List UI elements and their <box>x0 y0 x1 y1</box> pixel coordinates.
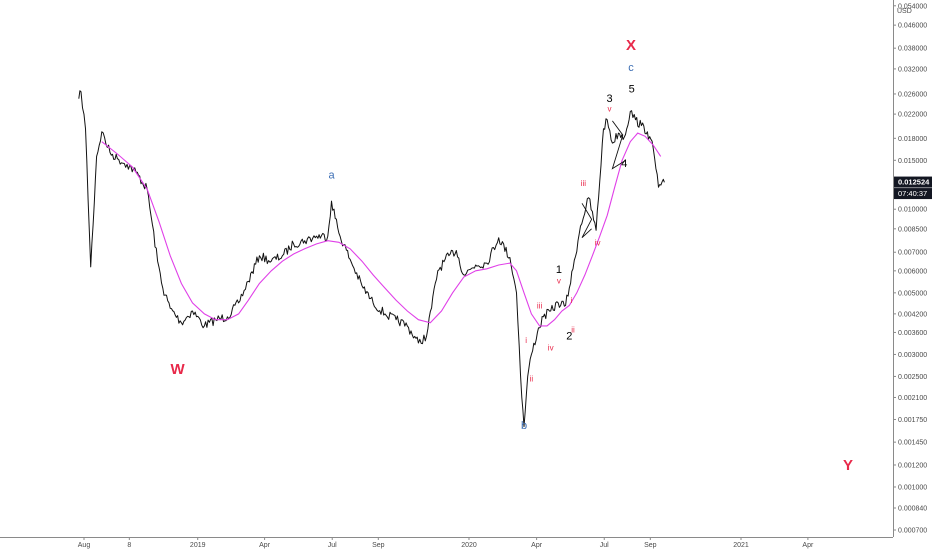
price-tick-label: 0.006000 <box>898 268 927 275</box>
wave-label: X <box>626 37 636 54</box>
price-tick-label: 0.004200 <box>898 311 927 318</box>
price-tick-label: 0.001750 <box>898 417 927 424</box>
plot-area[interactable] <box>78 90 665 428</box>
price-tick-label: 0.001200 <box>898 462 927 469</box>
price-tick-label: 0.003600 <box>898 330 927 337</box>
bar-countdown: 07:40:37 <box>898 189 927 198</box>
last-price-badge: 0.012524 <box>894 176 932 188</box>
price-axis[interactable]: 0.054000 0.046000 0.038000 0.032000 0.026000… <box>893 3 927 535</box>
wave-label: 1 <box>556 264 562 276</box>
time-tick-label: Aug <box>78 542 91 549</box>
time-tick-label: 8 <box>127 542 131 549</box>
price-tick-label: 0.003000 <box>898 352 927 359</box>
countdown-badge: 07:40:37 <box>894 188 932 200</box>
price-tick-label: 0.026000 <box>898 91 927 98</box>
last-price-value: 0.012524 <box>898 178 930 187</box>
wave-label: iv <box>548 344 554 353</box>
price-tick-label: 0.008500 <box>898 226 927 233</box>
price-tick-label: 0.015000 <box>898 158 927 165</box>
price-tick-label: 0.046000 <box>898 23 927 30</box>
pattern-overlays <box>581 120 627 239</box>
price-tick-label: 0.038000 <box>898 46 927 53</box>
wave-label: b <box>521 420 527 432</box>
wave-label: iii <box>581 179 587 188</box>
time-tick-label: Sep <box>644 542 657 549</box>
moving-average-line[interactable] <box>101 132 662 327</box>
wave-label: W <box>171 361 186 378</box>
wave-label: Y <box>843 457 853 474</box>
price-tick-label: 0.000840 <box>898 506 927 513</box>
time-tick-label: Sep <box>372 542 385 549</box>
wave-label: c <box>628 62 634 74</box>
time-tick-label: 2021 <box>733 542 749 549</box>
time-axis[interactable]: Aug 8 2019 Apr Jul Sep 2020 Apr Jul Sep 2021 Apr <box>78 537 814 549</box>
wave-label: v <box>557 277 561 286</box>
price-tick-label: 0.022000 <box>898 112 927 119</box>
price-tick-label: 0.032000 <box>898 66 927 73</box>
price-tick-label: 0.054000 <box>898 3 927 10</box>
time-tick-label: Apr <box>259 542 271 549</box>
time-tick-label: Apr <box>531 542 543 549</box>
wave-label: i <box>571 296 573 305</box>
price-tick-label: 0.002100 <box>898 395 927 402</box>
wave-label: ii <box>530 374 534 383</box>
price-tick-label: 0.010000 <box>898 207 927 214</box>
triangle-pattern-4 <box>611 120 627 170</box>
price-tick-label: 0.005000 <box>898 290 927 297</box>
triangle-pattern-iv <box>581 203 593 239</box>
price-tick-label: 0.002500 <box>898 374 927 381</box>
wave-label: a <box>328 170 335 182</box>
time-tick-label: Jul <box>328 542 337 549</box>
price-tick-label: 0.000700 <box>898 528 927 535</box>
wave-label: i <box>525 336 527 345</box>
wave-label: 4 <box>621 158 627 170</box>
wave-label: ii <box>571 326 575 335</box>
price-tick-label: 0.007000 <box>898 250 927 257</box>
wave-label: 3 <box>606 93 612 105</box>
wave-label: iv <box>595 239 601 248</box>
price-tick-label: 0.001000 <box>898 484 927 491</box>
wave-label: iii <box>537 301 543 310</box>
currency-label: USD <box>897 8 912 15</box>
wave-label: 2 <box>566 330 572 342</box>
time-tick-label: Jul <box>600 542 609 549</box>
time-tick-label: Apr <box>802 542 814 549</box>
price-tick-label: 0.001450 <box>898 440 927 447</box>
wave-label: 5 <box>629 84 635 96</box>
time-tick-label: 2019 <box>190 542 206 549</box>
price-tick-label: 0.018000 <box>898 136 927 143</box>
price-series-line[interactable] <box>78 90 665 428</box>
time-tick-label: 2020 <box>461 542 477 549</box>
wave-label: v <box>608 104 612 113</box>
